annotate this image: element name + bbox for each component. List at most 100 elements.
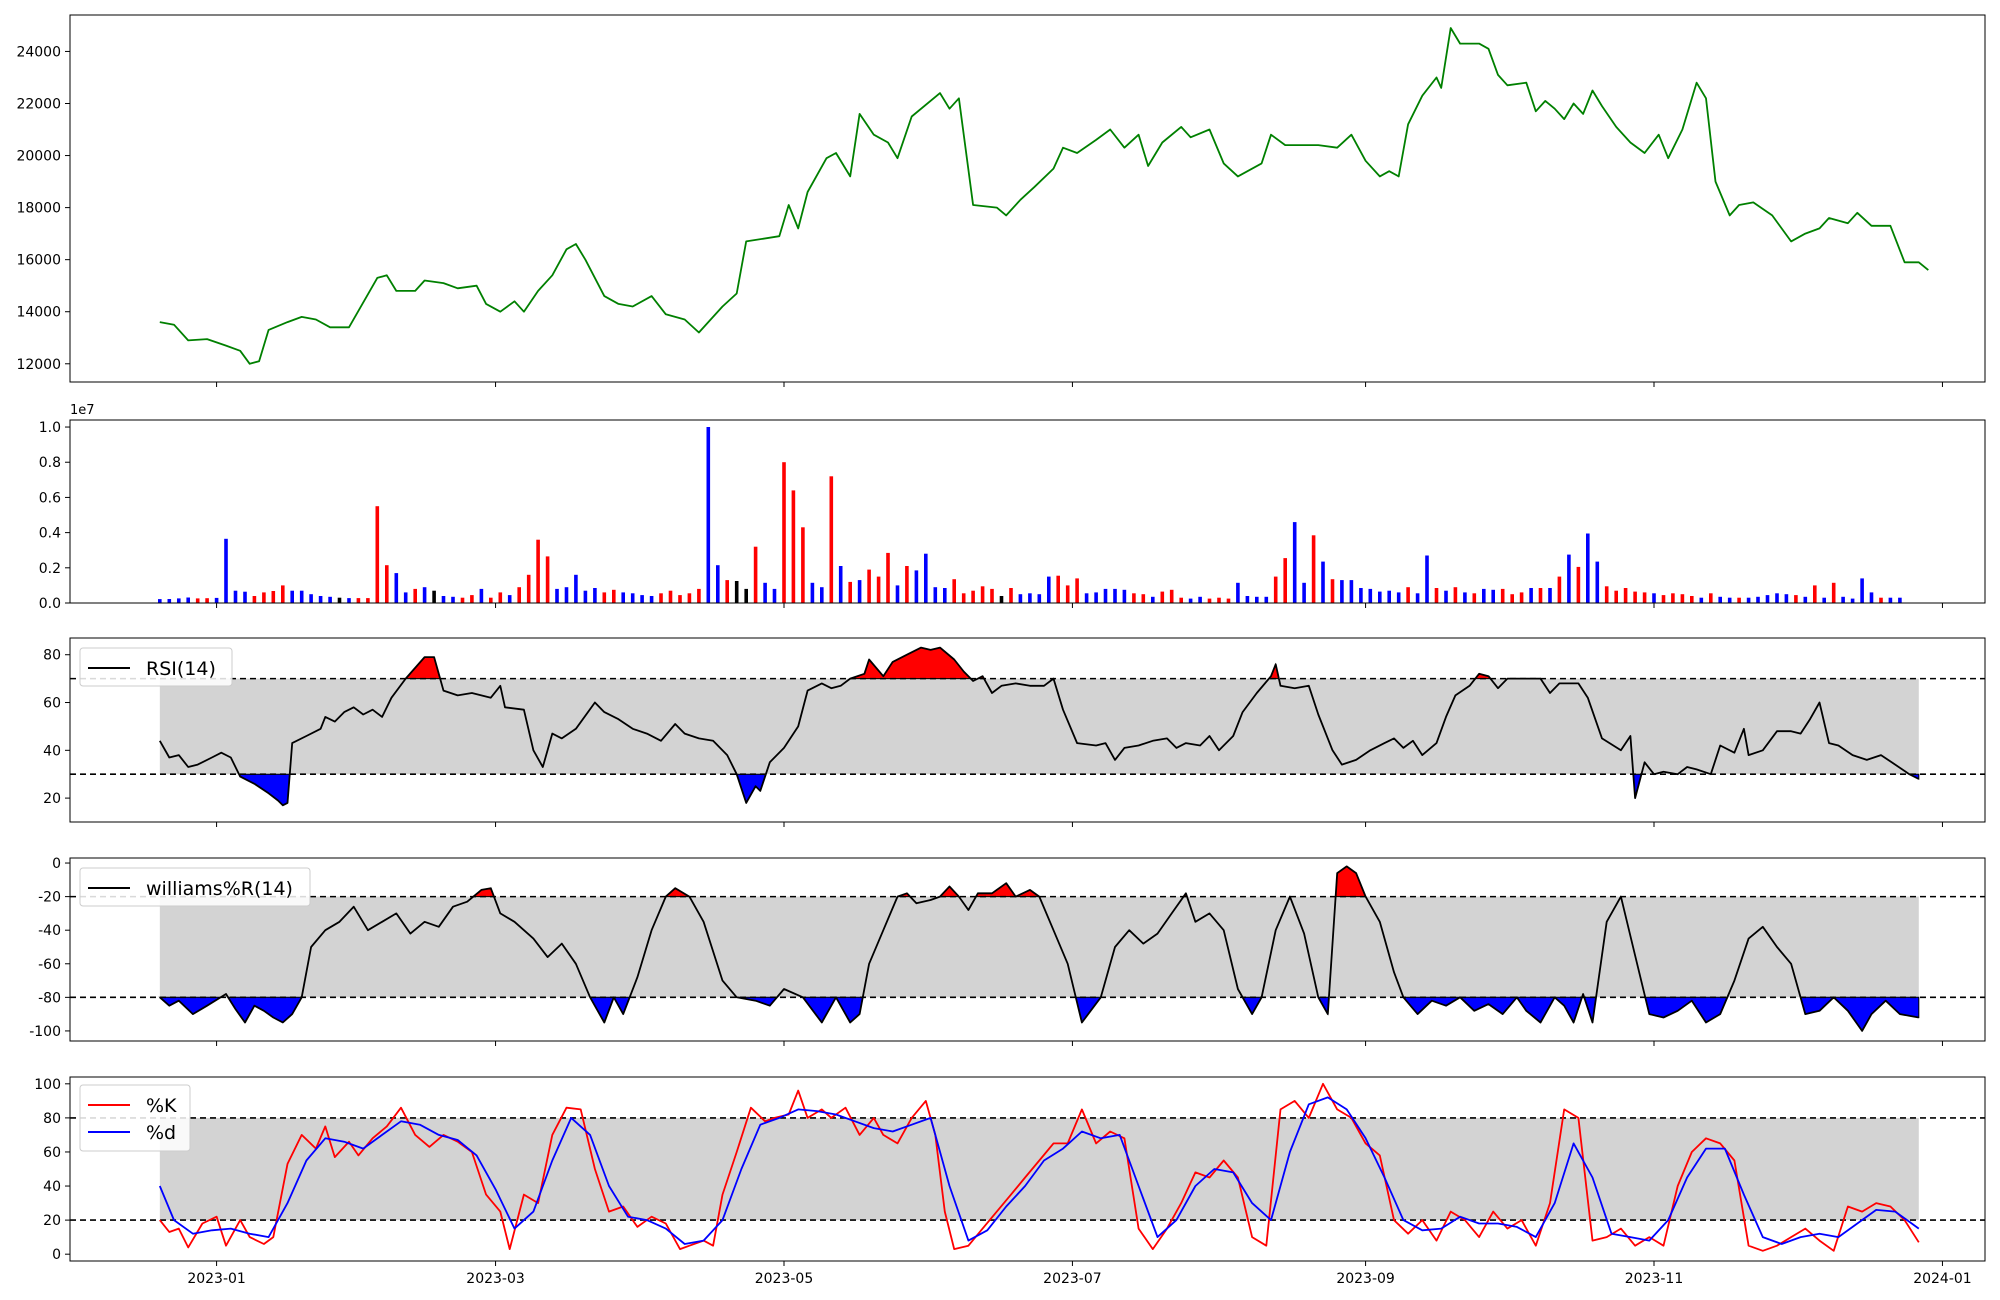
volume-bar [1160,591,1165,603]
volume-bar [1179,597,1183,603]
volume-bar [299,590,304,603]
volume-bar [1699,597,1704,603]
volume-bar [1141,594,1146,603]
x-tick-label: 2023-09 [1336,1271,1395,1287]
volume-bar [1217,597,1221,603]
volume-bar [687,593,692,603]
x-tick-label: 2023-05 [755,1271,814,1287]
volume-bar [857,580,862,603]
volume-bar [1359,588,1363,603]
y-tick-label: 0.4 [39,526,61,542]
volume-bar [186,597,190,603]
y-tick-label: 0.2 [39,561,61,577]
volume-bar [593,588,597,603]
axes-frame [69,419,1986,604]
volume-bar [1113,588,1117,603]
volume-bar [375,506,380,603]
volume-bar [933,587,938,603]
volume-bar [1396,592,1401,603]
y-tick-label: 80 [43,648,61,664]
y-tick-label: 14000 [16,305,61,321]
volume-bar [1709,593,1713,603]
volume-bar [517,587,521,603]
y-tick-label: 40 [43,1179,61,1195]
x-tick-label: 2023-07 [1043,1271,1102,1287]
volume-bar [422,587,427,603]
volume-bar [734,581,739,603]
volume-bar [460,597,465,603]
y-tick-label: 0 [52,856,61,872]
volume-bar [470,595,474,603]
volume-bar [706,427,711,603]
y-tick-label: 18000 [16,201,61,217]
volume-bar [886,552,890,603]
volume-bar [1207,598,1212,603]
volume-bar [403,592,408,603]
volume-bar [895,585,900,603]
volume-bar [1831,582,1836,603]
volume-bar [924,553,928,603]
volume-bar [1321,561,1325,603]
williams-line [159,865,1919,1032]
volume-bar [243,591,247,603]
volume-bar [1671,593,1675,603]
volume-bar [867,569,871,603]
volume-bar [630,593,635,603]
volume-bar [1028,593,1032,603]
volume-bar [1500,588,1505,603]
y-tick-label: 16000 [16,253,61,269]
volume-bar [1349,580,1354,603]
volume-bar [1794,595,1798,603]
neutral-band [159,1117,1919,1221]
volume-bar [876,576,881,603]
volume-bar [1567,554,1571,603]
volume-bar [498,592,503,603]
volume-bar [1756,596,1760,603]
rsi-legend-label: RSI(14) [146,658,216,680]
volume-bar [271,591,276,603]
volume-bar [233,590,238,603]
axes-frame [69,637,1986,823]
volume-bar [1188,598,1193,603]
volume-bar [621,592,625,603]
volume-bar [1898,597,1902,603]
volume-bar [224,538,228,603]
volume-bar [1103,588,1108,603]
volume-bar [640,595,644,603]
volume-bar [1737,597,1741,603]
volume-bar [451,596,455,603]
volume-bar [829,476,834,603]
volume-bar [1292,522,1297,603]
williams-r-panel: -100 -80 -60 -40 -20 0 [29,856,1986,1046]
volume-bar [999,596,1004,603]
volume-bar [1813,585,1817,603]
axes-frame [69,14,1986,383]
volume-bar [507,595,512,603]
x-tick-label: 2023-03 [466,1271,525,1287]
volume-bar [1368,588,1373,603]
y-tick-label: 60 [43,1145,61,1161]
volume-bar [1255,596,1259,603]
volume-bar [1340,580,1344,603]
volume-bar [1472,593,1477,603]
volume-bar [668,590,673,603]
volume-bar [158,599,162,603]
volume-bar [328,596,332,603]
y-tick-label: -80 [38,990,61,1006]
y-tick-label: 1.0 [39,420,61,436]
y-tick-label: 0 [52,1247,61,1263]
price-line [159,27,1929,365]
volume-bar [744,588,748,603]
y-tick-label: 100 [34,1077,61,1093]
volume-bar [262,592,266,603]
volume-bar [763,582,767,603]
volume-bar [1548,588,1552,603]
volume-bar [838,566,843,603]
volume-bar [309,594,313,603]
volume-bar [1444,590,1448,603]
axes-frame [69,1076,1986,1262]
volume-bar [290,590,294,603]
volume-panel: 0.0 0.2 0.4 0.6 0.8 1.0 [39,419,1986,612]
volume-bar [1283,558,1287,603]
volume-bar [214,597,219,603]
